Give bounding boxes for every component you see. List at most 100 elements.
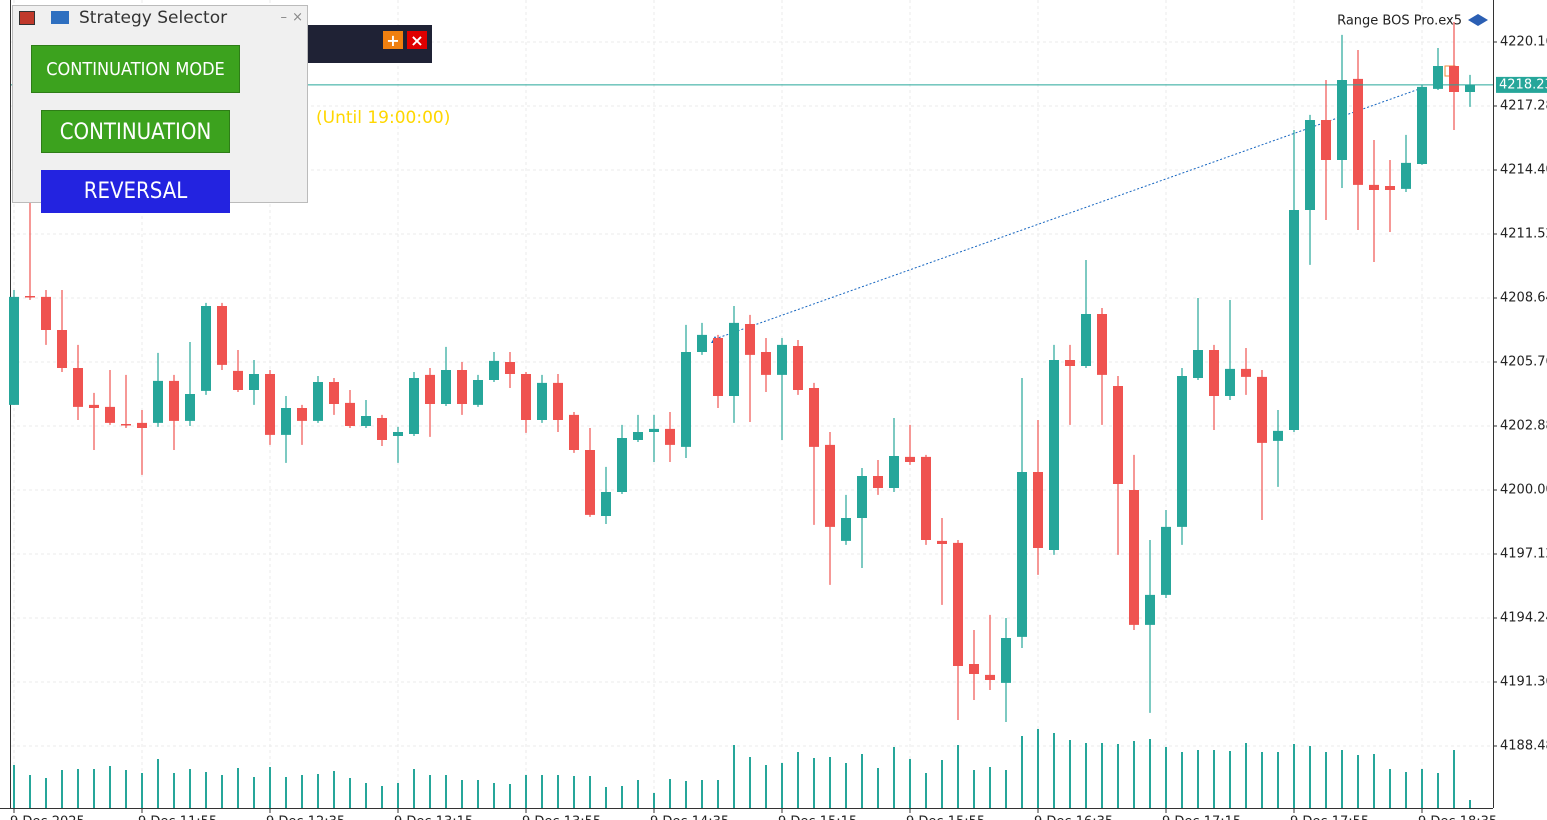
volume-bar xyxy=(589,776,591,808)
x-tick-label: 9 Dec 2025 xyxy=(10,815,85,820)
candle-body xyxy=(793,346,803,390)
candle-body xyxy=(57,330,67,368)
y-tick-label: 4208.64 xyxy=(1500,291,1547,306)
x-tick-label: 9 Dec 15:55 xyxy=(906,815,985,820)
candle-body xyxy=(1385,186,1395,190)
minimize-button[interactable]: – xyxy=(280,10,288,25)
volume-bar xyxy=(1437,773,1439,808)
volume-bar xyxy=(285,777,287,808)
volume-bar xyxy=(1069,740,1071,808)
volume-bar xyxy=(253,777,255,808)
candle-body xyxy=(1465,84,1475,92)
volume-bar xyxy=(1357,755,1359,808)
volume-bar xyxy=(301,775,303,808)
candle-body xyxy=(649,428,659,432)
candle-body xyxy=(1369,184,1379,190)
x-tick-label: 9 Dec 12:35 xyxy=(266,815,345,820)
candle-body xyxy=(489,360,499,380)
candle-body xyxy=(1321,120,1331,160)
candle-body xyxy=(745,324,755,355)
volume-bar xyxy=(685,781,687,808)
candle-body xyxy=(249,374,259,390)
volume-bar xyxy=(333,771,335,808)
candle-body xyxy=(329,382,339,404)
candle-body xyxy=(761,352,771,375)
candle-body xyxy=(473,380,483,405)
candle-body xyxy=(1353,78,1363,185)
candle-body xyxy=(409,378,419,434)
volume-bar xyxy=(973,770,975,808)
volume-bar xyxy=(1277,752,1279,808)
volume-bar xyxy=(493,783,495,808)
volume-bar xyxy=(1261,752,1263,808)
volume-bar xyxy=(1469,800,1471,808)
candle-body xyxy=(521,374,531,420)
volume-bar xyxy=(397,783,399,808)
candle-body xyxy=(1177,376,1187,527)
volume-bar xyxy=(93,769,95,808)
volume-bar xyxy=(381,786,383,808)
candle-body xyxy=(1161,526,1171,595)
volume-bar xyxy=(573,776,575,808)
y-tick-label: 4211.52 xyxy=(1500,227,1547,242)
candle-body xyxy=(1097,314,1107,375)
x-tick-label: 9 Dec 16:35 xyxy=(1034,815,1113,820)
volume-bar xyxy=(605,787,607,808)
volume-bar xyxy=(1389,769,1391,808)
candle-body xyxy=(537,382,547,420)
volume-bar xyxy=(845,763,847,808)
volume-bar xyxy=(413,769,415,808)
volume-bar xyxy=(1213,750,1215,808)
candle-body xyxy=(1033,472,1043,548)
add-button[interactable]: + xyxy=(383,31,403,50)
y-tick-label: 4217.28 xyxy=(1500,99,1547,114)
candle-body xyxy=(345,402,355,426)
session-note: (Until 19:00:00) xyxy=(316,108,450,128)
candle-body xyxy=(1305,120,1315,210)
volume-bar xyxy=(1197,750,1199,808)
candle-body xyxy=(617,438,627,492)
candle-body xyxy=(169,380,179,421)
volume-bar xyxy=(269,767,271,808)
panel-close-button[interactable]: × xyxy=(292,10,303,25)
continuation-button[interactable]: CONTINUATION xyxy=(41,110,230,153)
volume-bar xyxy=(1309,746,1311,808)
volume-bar xyxy=(1037,729,1039,808)
candle-body xyxy=(233,370,243,390)
volume-bar xyxy=(157,759,159,808)
volume-bar xyxy=(1405,772,1407,808)
volume-bar xyxy=(797,752,799,808)
candle-body xyxy=(921,456,931,540)
candle-body xyxy=(953,542,963,666)
volume-bar xyxy=(61,770,63,808)
candle-body xyxy=(313,382,323,421)
close-button[interactable]: × xyxy=(407,31,427,50)
candle-body xyxy=(713,338,723,396)
volume-bar xyxy=(957,745,959,808)
candle-body xyxy=(729,322,739,396)
y-tick-label: 4188.48 xyxy=(1500,739,1547,754)
volume-bar xyxy=(989,767,991,808)
volume-bar xyxy=(237,768,239,808)
reversal-button[interactable]: REVERSAL xyxy=(41,170,230,213)
candle-body xyxy=(25,296,35,298)
volume-bar xyxy=(1005,770,1007,808)
candle-body xyxy=(889,456,899,488)
x-tick-label: 9 Dec 11:55 xyxy=(138,815,217,820)
candle-body xyxy=(777,344,787,375)
volume-bar xyxy=(445,775,447,808)
candle-body xyxy=(9,296,19,405)
mode-button[interactable]: CONTINUATION MODE xyxy=(31,45,240,93)
candle-body xyxy=(1241,368,1251,377)
volume-bar xyxy=(813,758,815,808)
panel-title-bar: Strategy Selector – × xyxy=(13,6,307,28)
candle-body xyxy=(857,476,867,518)
volume-bar xyxy=(717,780,719,808)
candle-body xyxy=(41,296,51,330)
candle-body xyxy=(1449,66,1459,92)
volume-bar xyxy=(781,763,783,808)
volume-bar xyxy=(509,784,511,808)
volume-bar xyxy=(1085,743,1087,808)
volume-bar xyxy=(429,775,431,808)
volume-bar xyxy=(173,773,175,808)
